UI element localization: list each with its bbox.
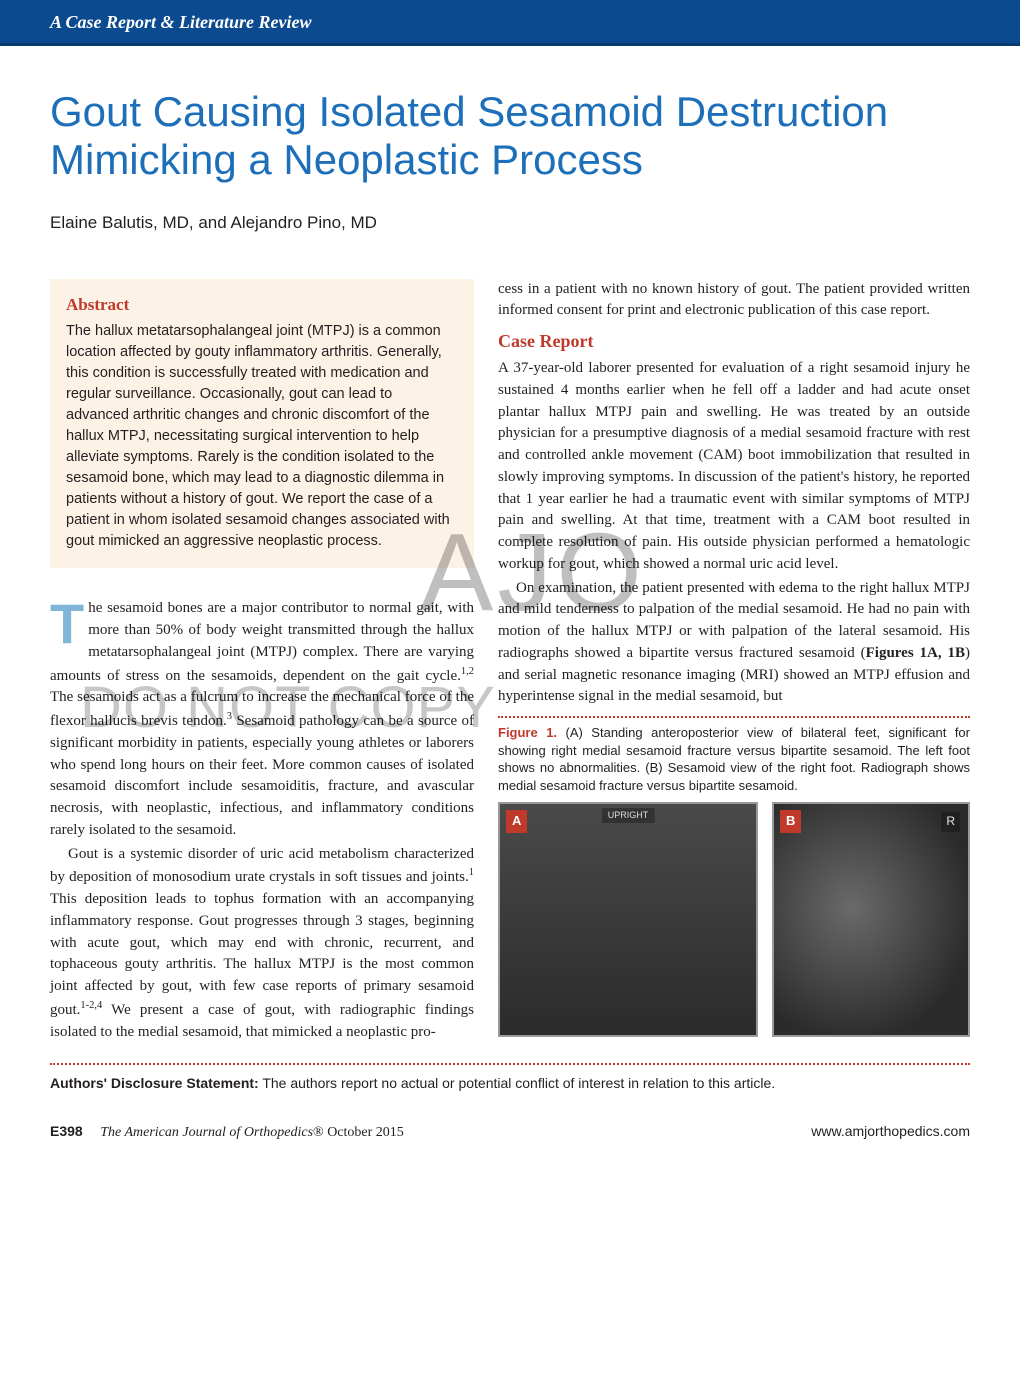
figure-tag-r: R [941, 812, 960, 831]
citation-1: 1,2 [461, 666, 474, 677]
page-number: E398 [50, 1123, 83, 1139]
journal-name: The American Journal of Orthopedics [100, 1125, 313, 1140]
abstract-body: The hallux metatarsophalangeal joint (MT… [66, 321, 458, 552]
figure-label-a: A [506, 810, 527, 833]
figure-rule-top [498, 716, 970, 718]
figure-caption-lead: Figure 1. [498, 725, 557, 740]
right-lead-in: cess in a patient with no known history … [498, 279, 970, 323]
header-band: A Case Report & Literature Review [0, 0, 1020, 46]
citation-3: 1 [469, 867, 474, 878]
intro-paragraph-1: The sesamoid bones are a major contribut… [50, 598, 474, 841]
disclosure-lead: Authors' Disclosure Statement: [50, 1075, 259, 1091]
figure-caption-body: (A) Standing anteroposterior view of bil… [498, 725, 970, 793]
page-body: Gout Causing Isolated Sesamoid Destructi… [0, 46, 1020, 1161]
content-wrap: AJO DO NOT COPY Abstract The hallux meta… [50, 279, 970, 1044]
disclosure-body: The authors report no actual or potentia… [259, 1075, 775, 1091]
intro-paragraph-2: Gout is a systemic disorder of uric acid… [50, 844, 474, 1044]
figure-1b-image: B R [772, 802, 970, 1037]
registered-mark: ® [313, 1125, 324, 1140]
left-column: Abstract The hallux metatarsophalangeal … [50, 279, 474, 1044]
article-title: Gout Causing Isolated Sesamoid Destructi… [50, 88, 970, 185]
right-column: cess in a patient with no known history … [498, 279, 970, 1044]
figure-tag-upright: UPRIGHT [602, 808, 655, 823]
figure-label-b: B [780, 810, 801, 833]
abstract-box: Abstract The hallux metatarsophalangeal … [50, 279, 474, 569]
intro-p2b: This deposition leads to tophus formatio… [50, 891, 474, 1018]
figure-1a-image: A UPRIGHT [498, 802, 758, 1037]
disclosure-statement: Authors' Disclosure Statement: The autho… [50, 1075, 970, 1091]
figure-reference: Figures 1A, 1B [866, 645, 965, 661]
figure-1-block: Figure 1. (A) Standing anteroposterior v… [498, 716, 970, 1037]
citation-4: 1-2,4 [80, 1000, 102, 1011]
case-paragraph-1: A 37-year-old laborer presented for eval… [498, 358, 970, 576]
page-footer: E398 The American Journal of Orthopedics… [50, 1119, 970, 1141]
footer-left: E398 The American Journal of Orthopedics… [50, 1123, 404, 1141]
authors-line: Elaine Balutis, MD, and Alejandro Pino, … [50, 213, 970, 233]
intro-after2: Sesamoid pathology can be a source of si… [50, 713, 474, 838]
disclosure-rule [50, 1063, 970, 1065]
abstract-heading: Abstract [66, 293, 458, 318]
figure-1-caption: Figure 1. (A) Standing anteroposterior v… [498, 724, 970, 794]
intro-p2c: We present a case of gout, with radiogra… [50, 1002, 474, 1040]
issue-date: October 2015 [324, 1125, 404, 1140]
header-band-text: A Case Report & Literature Review [50, 12, 312, 32]
intro-p2a: Gout is a systemic disorder of uric acid… [50, 846, 474, 886]
figure-images-row: A UPRIGHT B R [498, 802, 970, 1037]
footer-url: www.amjorthopedics.com [811, 1123, 970, 1139]
case-paragraph-2: On examination, the patient presented wi… [498, 578, 970, 709]
dropcap: T [50, 602, 84, 646]
intro-first: he sesamoid bones are a major contributo… [50, 600, 474, 683]
case-report-heading: Case Report [498, 328, 970, 354]
two-column-layout: Abstract The hallux metatarsophalangeal … [50, 279, 970, 1044]
